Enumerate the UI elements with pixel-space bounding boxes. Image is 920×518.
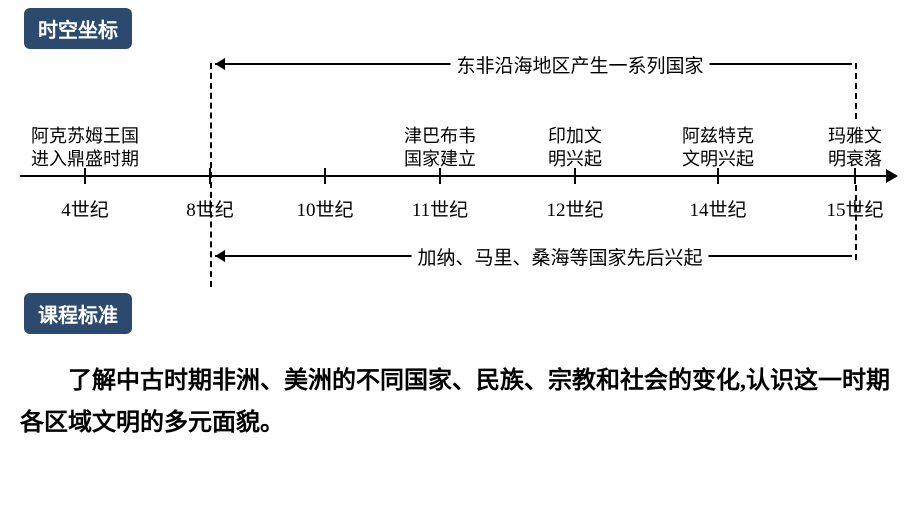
bracket-dash	[855, 63, 857, 119]
tick	[324, 168, 326, 184]
tick-label: 4世纪	[61, 195, 109, 222]
event-label: 玛雅文 明衰落	[828, 125, 882, 172]
bracket-label: 东非沿海地区产生一系列国家	[450, 51, 709, 78]
event-line1: 印加文	[548, 126, 602, 146]
bracket-dash	[210, 63, 212, 287]
bracket-arrow-icon	[215, 58, 225, 70]
bracket-dash	[855, 185, 857, 260]
timeline-axis	[20, 175, 888, 177]
event-label: 印加文 明兴起	[548, 125, 602, 172]
event-line2: 进入鼎盛时期	[31, 149, 139, 169]
bracket-arrow-icon	[215, 250, 225, 262]
tick-label: 14世纪	[689, 195, 746, 222]
event-line1: 阿兹特克	[682, 126, 754, 146]
bracket-label: 加纳、马里、桑海等国家先后兴起	[411, 243, 708, 270]
standard-paragraph: 了解中古时期非洲、美洲的不同国家、民族、宗教和社会的变化,认识这一时期各区域文明…	[20, 360, 890, 444]
event-line2: 明衰落	[828, 149, 882, 169]
event-label: 阿兹特克 文明兴起	[682, 125, 754, 172]
event-line1: 阿克苏姆王国	[31, 126, 139, 146]
event-label: 阿克苏姆王国 进入鼎盛时期	[31, 125, 139, 172]
event-line2: 文明兴起	[682, 149, 754, 169]
timeline-diagram: 4世纪 8世纪 10世纪 11世纪 12世纪 14世纪 15世纪 阿克苏姆王国 …	[20, 55, 900, 305]
event-line1: 玛雅文	[828, 126, 882, 146]
tick-label: 11世纪	[412, 195, 468, 222]
event-line1: 津巴布韦	[404, 126, 476, 146]
axis-arrow-right	[886, 169, 898, 183]
tick-label: 10世纪	[296, 195, 353, 222]
section-badge-top: 时空坐标	[24, 8, 132, 49]
event-line2: 国家建立	[404, 149, 476, 169]
tick-label: 12世纪	[546, 195, 603, 222]
event-label: 津巴布韦 国家建立	[404, 125, 476, 172]
event-line2: 明兴起	[548, 149, 602, 169]
